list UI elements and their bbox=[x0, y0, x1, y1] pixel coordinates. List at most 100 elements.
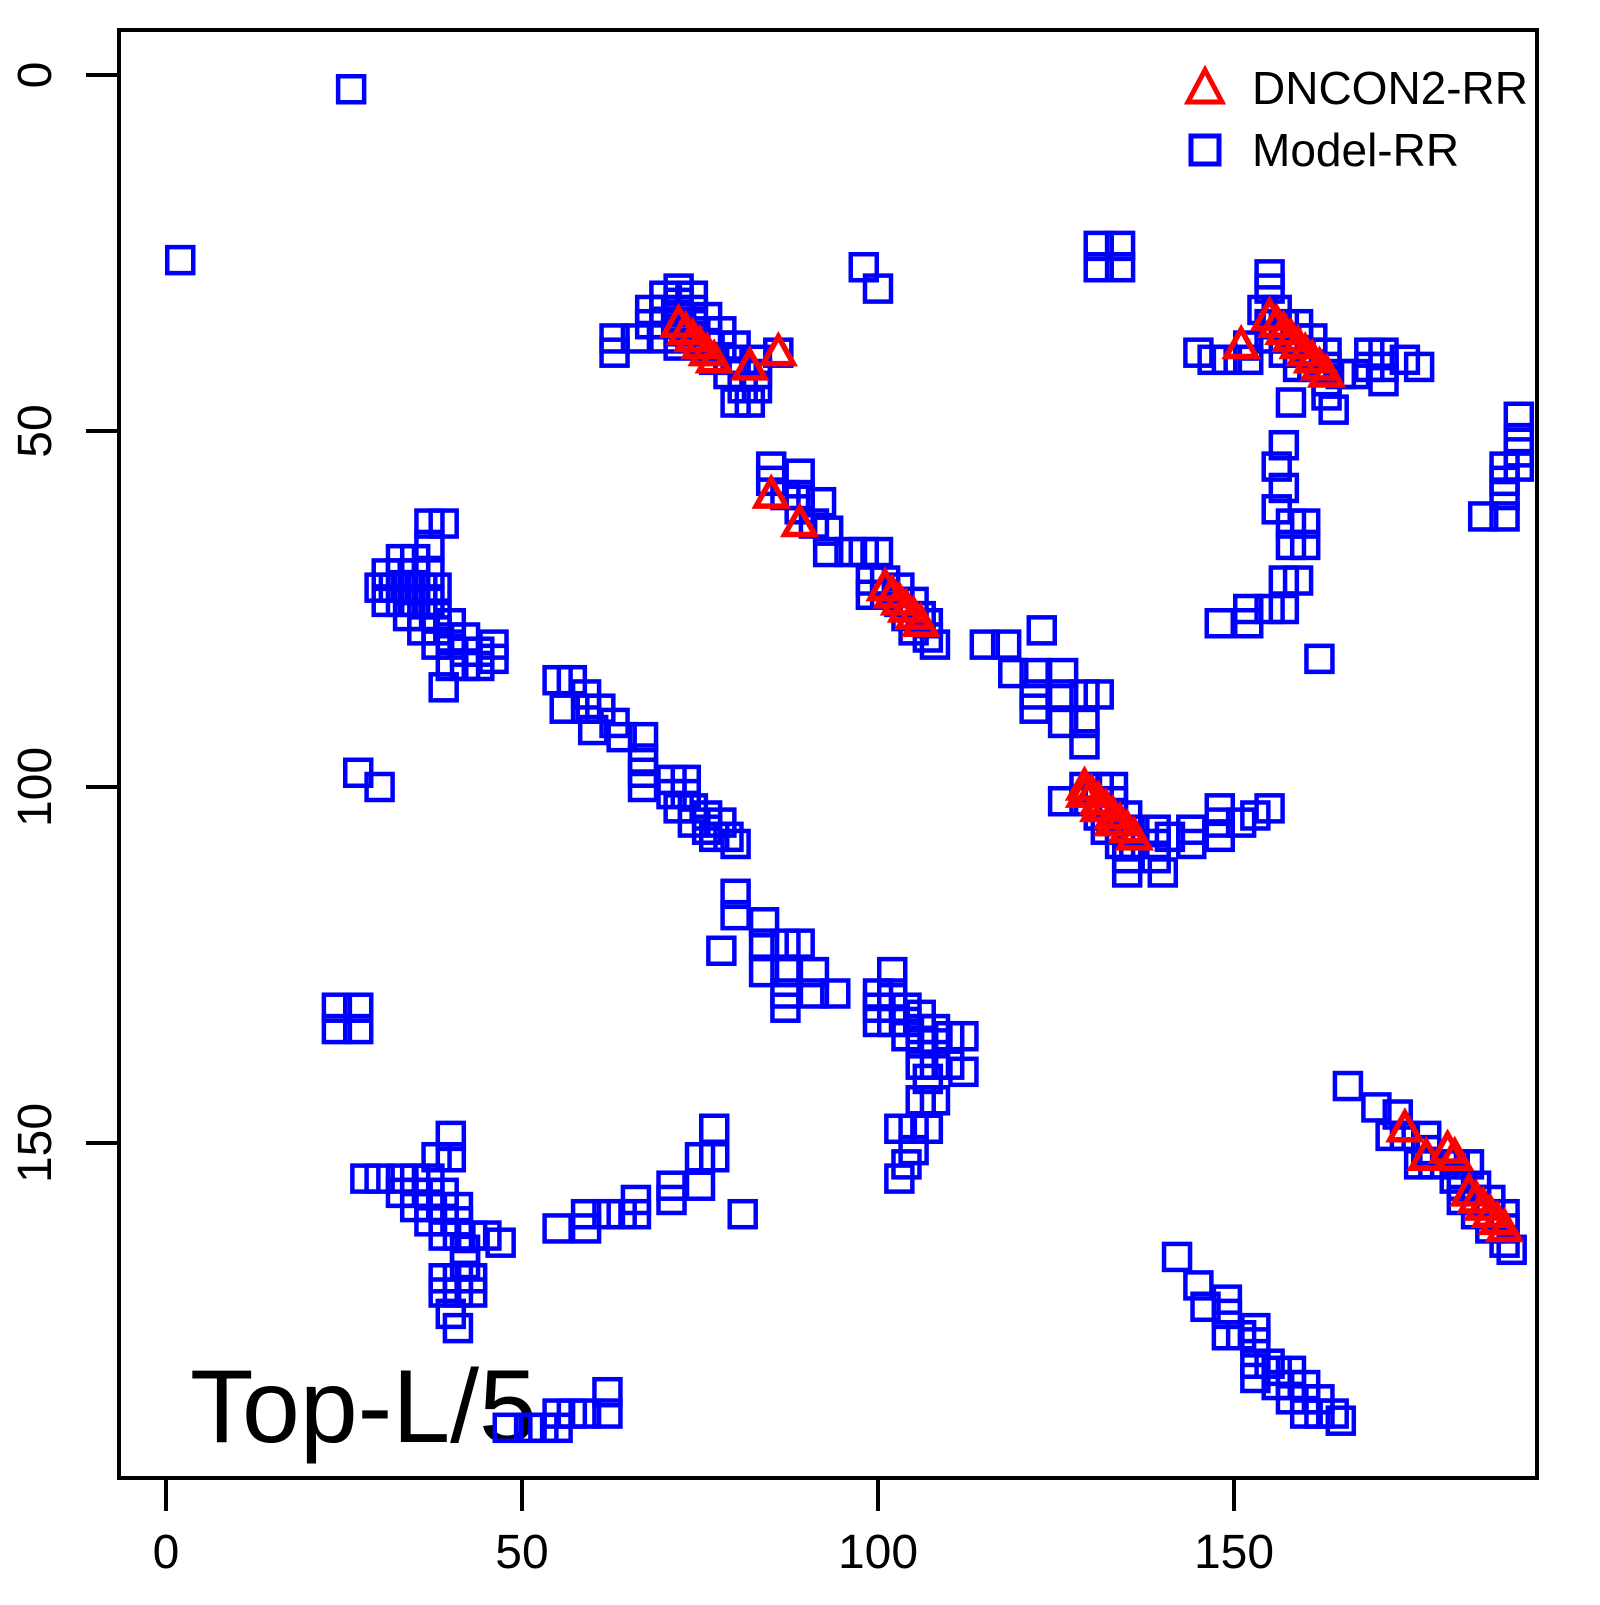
dncon2-rr-point bbox=[658, 302, 699, 338]
model-rr-point bbox=[1489, 479, 1520, 511]
model-rr-point bbox=[919, 1085, 951, 1116]
dncon2-rr-point bbox=[758, 331, 798, 367]
model-rr-point bbox=[720, 899, 751, 931]
model-rr-point bbox=[570, 1398, 602, 1429]
model-rr-point bbox=[1268, 593, 1300, 625]
model-rr-point bbox=[734, 387, 766, 418]
model-rr-point bbox=[998, 657, 1029, 689]
dncon2-rr-point bbox=[1306, 352, 1347, 388]
dncon2-rr-point bbox=[1456, 1178, 1496, 1214]
model-rr-point bbox=[542, 1213, 573, 1244]
model-rr-point bbox=[1282, 565, 1314, 596]
legend-model-square-icon bbox=[1188, 133, 1222, 167]
model-rr-point bbox=[684, 1170, 716, 1201]
dncon2-rr-point bbox=[1278, 323, 1318, 360]
y-tick-label: 150 bbox=[9, 1103, 62, 1183]
model-rr-point bbox=[592, 1398, 623, 1429]
series-dncon2-rr bbox=[658, 295, 1525, 1243]
model-rr-point bbox=[1254, 1348, 1285, 1379]
model-rr-point bbox=[798, 956, 830, 988]
model-rr-point bbox=[912, 1063, 944, 1095]
dncon2-rr-point bbox=[1079, 779, 1119, 815]
model-rr-point bbox=[321, 992, 353, 1023]
corner-annotation: Top-L/5 bbox=[190, 1349, 537, 1465]
model-rr-point bbox=[698, 1113, 730, 1145]
dncon2-rr-point bbox=[673, 316, 713, 353]
legend-dncon2-label: DNCON2-RR bbox=[1252, 62, 1528, 114]
model-rr-point bbox=[1268, 472, 1300, 504]
dncon2-rr-point bbox=[751, 473, 791, 509]
dncon2-rr-point bbox=[1385, 1107, 1425, 1143]
model-rr-point bbox=[770, 992, 801, 1023]
model-rr-point bbox=[948, 1056, 979, 1088]
model-rr-point bbox=[164, 244, 196, 276]
model-rr-point bbox=[1047, 657, 1079, 689]
model-rr-point bbox=[1232, 607, 1264, 639]
dncon2-rr-point bbox=[1427, 1128, 1468, 1164]
x-tick-label: 150 bbox=[1194, 1526, 1274, 1579]
model-rr-point bbox=[335, 73, 367, 105]
model-rr-point bbox=[770, 956, 801, 988]
model-rr-point bbox=[656, 1184, 687, 1216]
dncon2-rr-point bbox=[1435, 1135, 1475, 1171]
model-rr-point bbox=[1304, 643, 1335, 675]
x-tick-label: 100 bbox=[838, 1526, 918, 1579]
model-rr-point bbox=[1147, 857, 1179, 888]
y-tick-label: 100 bbox=[9, 747, 62, 827]
dncon2-rr-point bbox=[730, 345, 770, 381]
dncon2-rr-point bbox=[1470, 1192, 1510, 1228]
dncon2-rr-point bbox=[1449, 1171, 1489, 1207]
dncon2-rr-point bbox=[1093, 793, 1133, 830]
model-rr-point bbox=[1332, 1070, 1364, 1102]
model-rr-point bbox=[1318, 394, 1349, 425]
model-rr-point bbox=[592, 1376, 623, 1408]
x-tick-label: 50 bbox=[495, 1526, 548, 1579]
model-rr-point bbox=[1183, 1270, 1214, 1301]
model-rr-point bbox=[364, 771, 395, 803]
model-rr-point bbox=[862, 536, 894, 568]
model-rr-point bbox=[1069, 729, 1100, 760]
model-rr-point bbox=[990, 629, 1022, 660]
model-rr-point bbox=[1190, 1291, 1221, 1323]
model-rr-point bbox=[884, 1163, 915, 1194]
dncon2-rr-point bbox=[1221, 323, 1261, 360]
model-rr-point bbox=[342, 1013, 374, 1045]
model-rr-point bbox=[713, 821, 744, 853]
x-tick-label: 0 bbox=[153, 1526, 180, 1579]
model-rr-point bbox=[706, 935, 737, 967]
model-rr-point bbox=[1254, 793, 1285, 824]
model-rr-point bbox=[805, 486, 837, 518]
model-rr-point bbox=[1019, 693, 1050, 724]
series-model-rr bbox=[164, 73, 1535, 1444]
model-rr-point bbox=[748, 907, 780, 938]
dncon2-rr-point bbox=[872, 573, 912, 609]
dncon2-rr-point bbox=[1257, 302, 1297, 338]
model-rr-point bbox=[698, 1141, 730, 1173]
model-rr-point bbox=[606, 721, 637, 753]
model-rr-point bbox=[1083, 251, 1114, 283]
model-rr-point bbox=[321, 1013, 353, 1045]
legend-model-label: Model-RR bbox=[1252, 124, 1459, 176]
model-rr-point bbox=[1104, 251, 1136, 283]
dncon2-rr-point bbox=[1264, 309, 1304, 346]
model-rr-point bbox=[342, 992, 374, 1023]
dncon2-rr-point bbox=[879, 580, 920, 616]
dncon2-rr-point bbox=[1484, 1206, 1525, 1243]
y-tick-label: 0 bbox=[9, 62, 62, 89]
model-rr-point bbox=[1161, 1241, 1193, 1273]
model-rr-point bbox=[1204, 607, 1236, 639]
axes: 0 50 100 150 0 50 100 150 bbox=[9, 62, 1274, 1579]
dncon2-rr-point bbox=[1299, 345, 1340, 381]
model-rr-point bbox=[1318, 1398, 1349, 1429]
dncon2-rr-point bbox=[680, 323, 720, 360]
dncon2-rr-point bbox=[1107, 808, 1147, 844]
dncon2-rr-point bbox=[1100, 800, 1140, 837]
dncon2-rr-point bbox=[666, 309, 706, 346]
model-rr-point bbox=[948, 1020, 979, 1052]
dncon2-rr-point bbox=[780, 501, 820, 538]
model-rr-point bbox=[1503, 401, 1535, 433]
model-rr-point bbox=[1403, 351, 1435, 383]
legend: DNCON2-RR Model-RR bbox=[1183, 62, 1528, 176]
dncon2-rr-point bbox=[1292, 338, 1332, 374]
